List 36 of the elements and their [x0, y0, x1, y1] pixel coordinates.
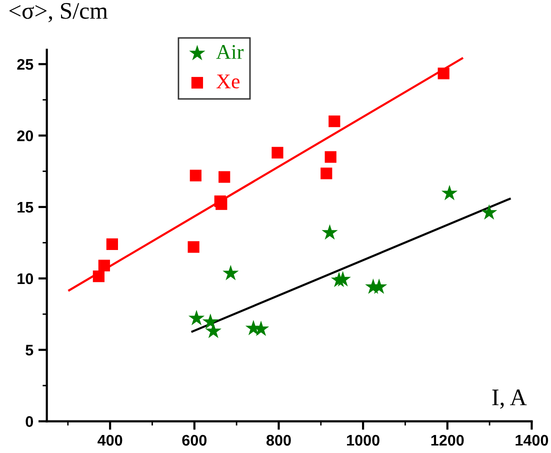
point: [370, 278, 388, 294]
point: [438, 68, 450, 80]
y-tick-label: 5: [26, 344, 34, 356]
legend-label: Xe: [216, 74, 240, 88]
point: [328, 115, 340, 128]
y-tick-label: 10: [18, 273, 34, 284]
point: [222, 264, 239, 280]
point: [272, 146, 284, 159]
x-tick-label: 400: [98, 434, 122, 446]
y-tick-label: 20: [17, 130, 34, 142]
point: [205, 322, 222, 338]
point: [441, 184, 458, 200]
point: [322, 224, 338, 240]
y-axis-title: <σ>, S/cm: [9, 3, 108, 22]
y-tick-label: 0: [26, 416, 34, 427]
point: [324, 151, 336, 163]
y-tick-label: 25: [17, 58, 34, 70]
x-tick-label: 1000: [347, 434, 380, 446]
x-axis-title: I, A: [492, 390, 527, 409]
x-tick-label: 600: [182, 434, 207, 446]
point: [481, 204, 498, 220]
point: [106, 238, 118, 250]
legend-label: Air: [216, 44, 244, 59]
point: [188, 310, 205, 326]
x-tick-label: 1200: [431, 434, 464, 446]
point: [188, 241, 200, 253]
x-tick-label: 1400: [516, 434, 548, 446]
x-tick-label: 800: [266, 434, 291, 446]
point: [92, 270, 105, 282]
point: [98, 260, 110, 272]
point: [320, 168, 332, 180]
point: [190, 170, 202, 182]
y-tick-label: 15: [18, 202, 34, 213]
point: [334, 271, 351, 286]
point: [216, 198, 228, 210]
point: [218, 171, 230, 183]
